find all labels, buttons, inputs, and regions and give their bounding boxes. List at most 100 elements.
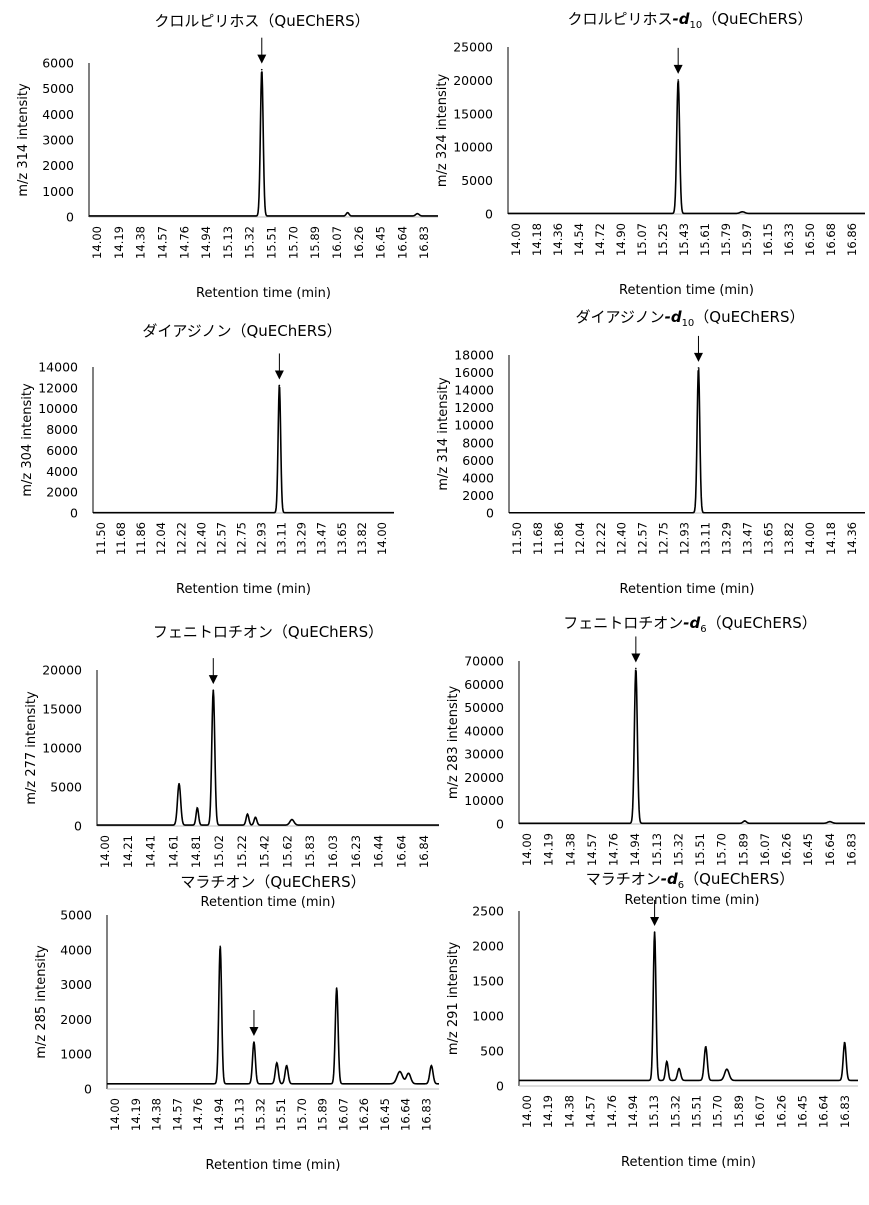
x-tick-label: 16.23	[349, 835, 363, 868]
x-tick-label: 16.83	[838, 1095, 852, 1128]
chromatogram-trace	[97, 690, 439, 826]
x-tick-label: 16.64	[823, 833, 837, 866]
x-tick-label: 14.21	[121, 835, 135, 868]
chromatogram-trace	[519, 669, 865, 825]
x-tick-label: 13.47	[315, 522, 329, 555]
x-tick-label: 11.86	[552, 522, 566, 555]
peak-point	[678, 1067, 680, 1070]
x-tick-label: 15.22	[235, 835, 249, 868]
peak-point	[254, 816, 257, 819]
x-tick-label: 15.97	[740, 223, 754, 256]
x-tick-label: 16.07	[753, 1095, 767, 1128]
peak-point	[726, 1068, 728, 1070]
chromatogram-trace	[509, 367, 865, 514]
chromatogram-trace	[508, 80, 865, 215]
y-tick-label: 5000	[50, 780, 82, 795]
y-tick-label: 1500	[472, 974, 504, 989]
x-tick-label: 16.07	[336, 1098, 350, 1131]
y-axis-title: m/z 283 intensity	[446, 686, 461, 800]
peak-arrowhead	[257, 54, 267, 64]
x-tick-label: 16.86	[845, 223, 859, 256]
chart-title-tail: （QuEChERS）	[255, 873, 365, 891]
y-tick-label: 10000	[42, 741, 82, 756]
y-tick-label: 10000	[464, 793, 504, 808]
x-tick-label: 14.72	[593, 223, 607, 256]
x-tick-label: 16.44	[372, 835, 386, 868]
x-tick-label: 14.38	[134, 226, 148, 259]
peak-arrowhead	[650, 917, 660, 926]
x-tick-label: 16.45	[801, 833, 815, 866]
chart-title-main: フェニトロチオン	[563, 614, 683, 632]
chart-title: ダイアジノン（QuEChERS）	[142, 322, 341, 340]
y-tick-label: 25000	[453, 40, 493, 55]
x-tick-label: 14.00	[803, 522, 817, 555]
peak-point	[246, 813, 249, 815]
y-tick-label: 10000	[454, 418, 494, 433]
peak-point	[346, 211, 349, 214]
peak-point	[743, 820, 746, 822]
x-tick-label: 14.00	[509, 223, 523, 256]
x-tick-label: 13.82	[355, 522, 369, 555]
x-tick-label: 12.40	[615, 522, 629, 555]
y-tick-label: 0	[74, 819, 82, 834]
chart-title-tail: （QuEChERS）	[694, 308, 804, 326]
y-tick-label: 18000	[454, 348, 494, 363]
x-tick-label: 16.83	[844, 833, 858, 866]
chart-title-main: マラチオン	[180, 873, 255, 891]
chart-title: マラチオン（QuEChERS）	[180, 873, 365, 891]
x-tick-label: 16.26	[780, 833, 794, 866]
x-tick-label: 15.61	[698, 223, 712, 256]
x-tick-label: 16.84	[417, 835, 431, 868]
x-tick-label: 12.40	[194, 522, 208, 555]
x-tick-label: 14.81	[189, 835, 203, 868]
y-tick-label: 0	[70, 506, 78, 521]
y-tick-label: 2000	[46, 485, 78, 500]
x-tick-label: 16.64	[395, 226, 409, 259]
x-tick-label: 12.04	[154, 522, 168, 555]
y-tick-label: 3000	[42, 133, 74, 148]
x-tick-label: 12.93	[255, 522, 269, 555]
peak-point	[291, 818, 293, 821]
peak-point	[335, 987, 338, 989]
x-tick-label: 16.07	[758, 833, 772, 866]
peak-point	[178, 782, 180, 785]
peak-arrowhead	[208, 675, 218, 685]
x-tick-label: 16.64	[399, 1098, 413, 1131]
x-axis-title: Retention time (min)	[625, 893, 760, 908]
x-tick-label: 15.51	[693, 833, 707, 866]
x-axis-title: Retention time (min)	[201, 895, 336, 910]
peak-point	[285, 1064, 288, 1067]
chart-panel: クロルピリホス（QuEChERS） 0 1000 2000 3000 4000 5000 60…	[16, 12, 438, 301]
x-tick-label: 15.70	[711, 1095, 725, 1128]
x-tick-label: 14.54	[572, 223, 586, 256]
chromatogram-trace	[93, 384, 394, 514]
x-tick-label: 13.65	[335, 522, 349, 555]
y-axis-title: m/z 285 intensity	[34, 945, 49, 1059]
x-tick-label: 16.83	[417, 226, 431, 259]
peak-point	[697, 367, 700, 369]
x-tick-label: 16.64	[394, 835, 408, 868]
peak-arrowhead	[249, 1027, 259, 1037]
x-tick-label: 12.22	[174, 522, 188, 555]
y-tick-label: 6000	[462, 453, 494, 468]
x-tick-label: 15.83	[303, 835, 317, 868]
x-tick-label: 14.76	[605, 1095, 619, 1128]
x-tick-label: 12.04	[573, 522, 587, 555]
y-tick-label: 0	[486, 506, 494, 521]
y-tick-label: 0	[496, 1079, 504, 1094]
x-tick-label: 15.42	[258, 835, 272, 868]
x-tick-label: 15.25	[656, 223, 670, 256]
peak-point	[666, 1060, 668, 1063]
chart-panel: フェニトロチオン-d6（QuEChERS）0100002000030000400…	[446, 614, 865, 908]
y-tick-label: 4000	[42, 107, 74, 122]
chart-title-isotope: -d	[683, 614, 700, 632]
x-tick-label: 14.19	[112, 226, 126, 259]
x-tick-label: 14.19	[129, 1098, 143, 1131]
x-tick-label: 11.68	[114, 522, 128, 555]
y-tick-label: 0	[496, 817, 504, 832]
x-tick-label: 16.50	[803, 223, 817, 256]
x-tick-label: 15.89	[308, 226, 322, 259]
y-tick-label: 70000	[464, 654, 504, 669]
y-tick-label: 14000	[454, 383, 494, 398]
chart-title: クロルピリホス（QuEChERS）	[154, 12, 369, 30]
